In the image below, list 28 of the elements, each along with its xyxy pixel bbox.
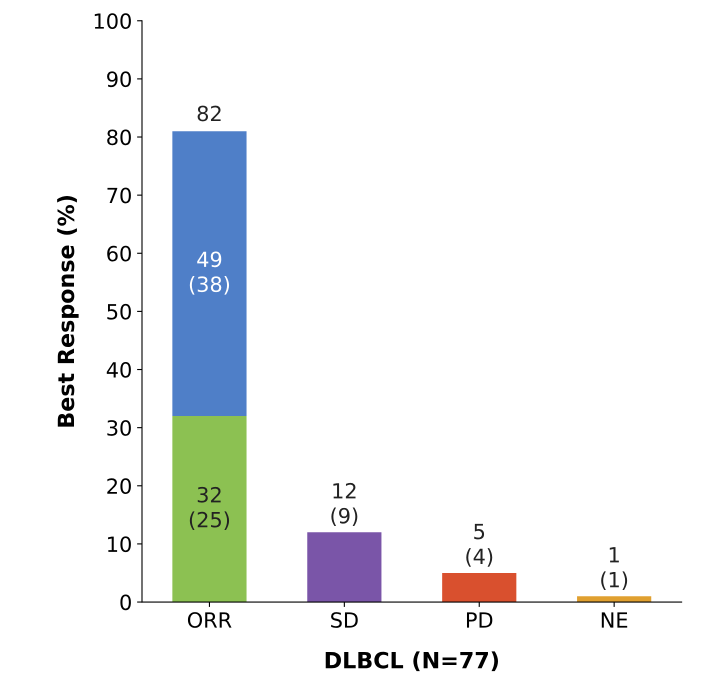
total-label: 82 (198, 106, 221, 122)
x-tick-label: PD (466, 612, 492, 628)
y-axis-title: Best Response (%) (57, 196, 79, 427)
y-tick-label: 70 (107, 188, 131, 204)
data-label: 32 (25) (190, 486, 230, 530)
y-tick-label: 20 (107, 478, 131, 494)
bar (172, 416, 247, 602)
y-tick-label: 40 (106, 362, 131, 378)
y-tick-label: 90 (107, 71, 131, 88)
y-tick-label: 0 (120, 594, 131, 610)
bar (172, 131, 247, 416)
y-tick-label: 30 (107, 420, 131, 436)
bar (577, 596, 652, 602)
x-tick-label: ORR (188, 612, 232, 628)
y-tick-label: 80 (107, 129, 131, 146)
x-tick-label: SD (331, 612, 358, 628)
data-label: 1 (1) (601, 547, 628, 590)
data-label: 5 (4) (466, 524, 492, 567)
data-label: 12 (9) (331, 482, 358, 526)
x-axis-title: DLBCL (N=77) (326, 651, 498, 672)
y-tick-label: 60 (107, 246, 131, 262)
bar (307, 532, 382, 602)
y-tick-label: 100 (94, 13, 131, 29)
bar (442, 572, 516, 602)
y-tick-label: 50 (107, 304, 131, 320)
x-tick-label: NE (602, 612, 628, 628)
y-tick-label: 10 (108, 536, 131, 552)
data-label: 49 (38) (190, 251, 230, 295)
